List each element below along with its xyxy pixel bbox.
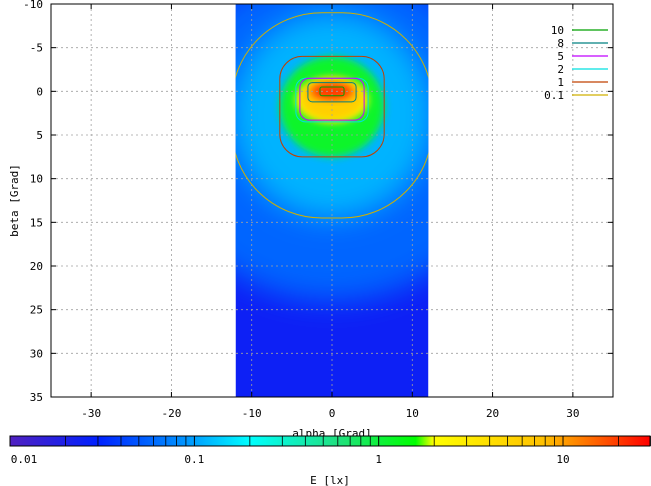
y-axis-label: beta [Grad] xyxy=(8,164,21,237)
x-tick-label: -10 xyxy=(242,407,262,420)
x-tick-label: 10 xyxy=(406,407,419,420)
y-tick-label: 0 xyxy=(36,85,43,98)
colorbar-tick-label: 1 xyxy=(375,453,382,466)
contour-line-0_1 xyxy=(235,12,429,219)
x-tick-label: -20 xyxy=(161,407,181,420)
contour-line-1 xyxy=(279,55,385,158)
legend-label: 8 xyxy=(557,37,564,50)
colorbar: 0.01 0.1 1 10 xyxy=(9,435,651,466)
colorbar-tick-label: 0.1 xyxy=(184,453,204,466)
y-tick-label: 15 xyxy=(30,216,43,229)
y-tick-label: 30 xyxy=(30,347,43,360)
y-tick-label: 20 xyxy=(30,260,43,273)
x-tick-label: 0 xyxy=(329,407,336,420)
y-tick-label: -5 xyxy=(30,42,43,55)
legend-label: 10 xyxy=(551,24,564,37)
contour-line-8 xyxy=(307,82,357,103)
y-tick-label: 10 xyxy=(30,173,43,186)
y-tick-label: -10 xyxy=(23,0,43,11)
x-tick-label: 30 xyxy=(566,407,579,420)
legend-label: 5 xyxy=(557,50,564,63)
contour-lines xyxy=(235,12,429,219)
colorbar-label: E [lx] xyxy=(310,474,350,486)
y-tick-label: 5 xyxy=(36,129,43,142)
colorbar-gradient xyxy=(9,435,651,447)
y-tick-label: 35 xyxy=(30,391,43,404)
contour-line-10 xyxy=(319,86,345,97)
legend-label: 0.1 xyxy=(544,89,564,102)
legend-label: 1 xyxy=(557,76,564,89)
colorbar-tick-label: 10 xyxy=(556,453,569,466)
colorbar-tick-label: 0.01 xyxy=(11,453,38,466)
y-tick-label: 25 xyxy=(30,304,43,317)
contour-line-5 xyxy=(299,77,365,121)
legend-label: 2 xyxy=(557,63,564,76)
x-tick-label: -30 xyxy=(81,407,101,420)
x-tick-label: 20 xyxy=(486,407,499,420)
